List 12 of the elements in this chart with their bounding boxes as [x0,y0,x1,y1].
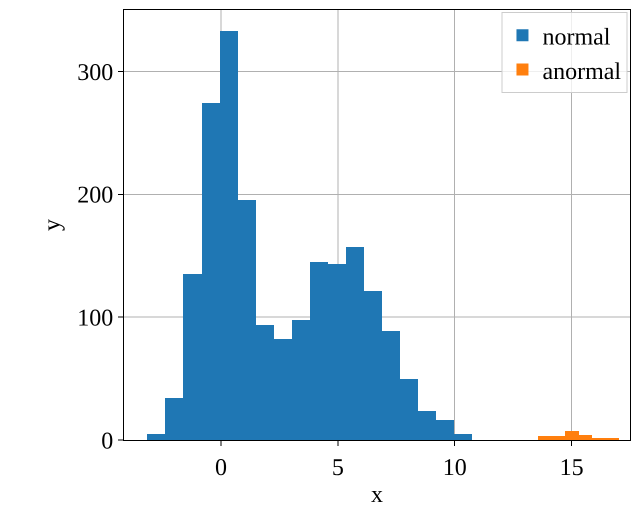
x-tick-label: 0 [214,454,227,481]
legend-label: normal [542,24,611,51]
y-tick-label: 200 [77,182,114,209]
y-tick-label: 300 [77,60,114,86]
y-axis-title: y [39,219,66,231]
x-tick-label: 10 [442,454,467,481]
x-tick-label: 15 [560,454,584,481]
x-axis-title: x [371,482,383,508]
y-tick-label: 0 [101,428,114,454]
x-tick-label: 5 [332,454,344,481]
y-tick-label: 100 [77,306,114,332]
legend-label: anormal [542,58,622,85]
